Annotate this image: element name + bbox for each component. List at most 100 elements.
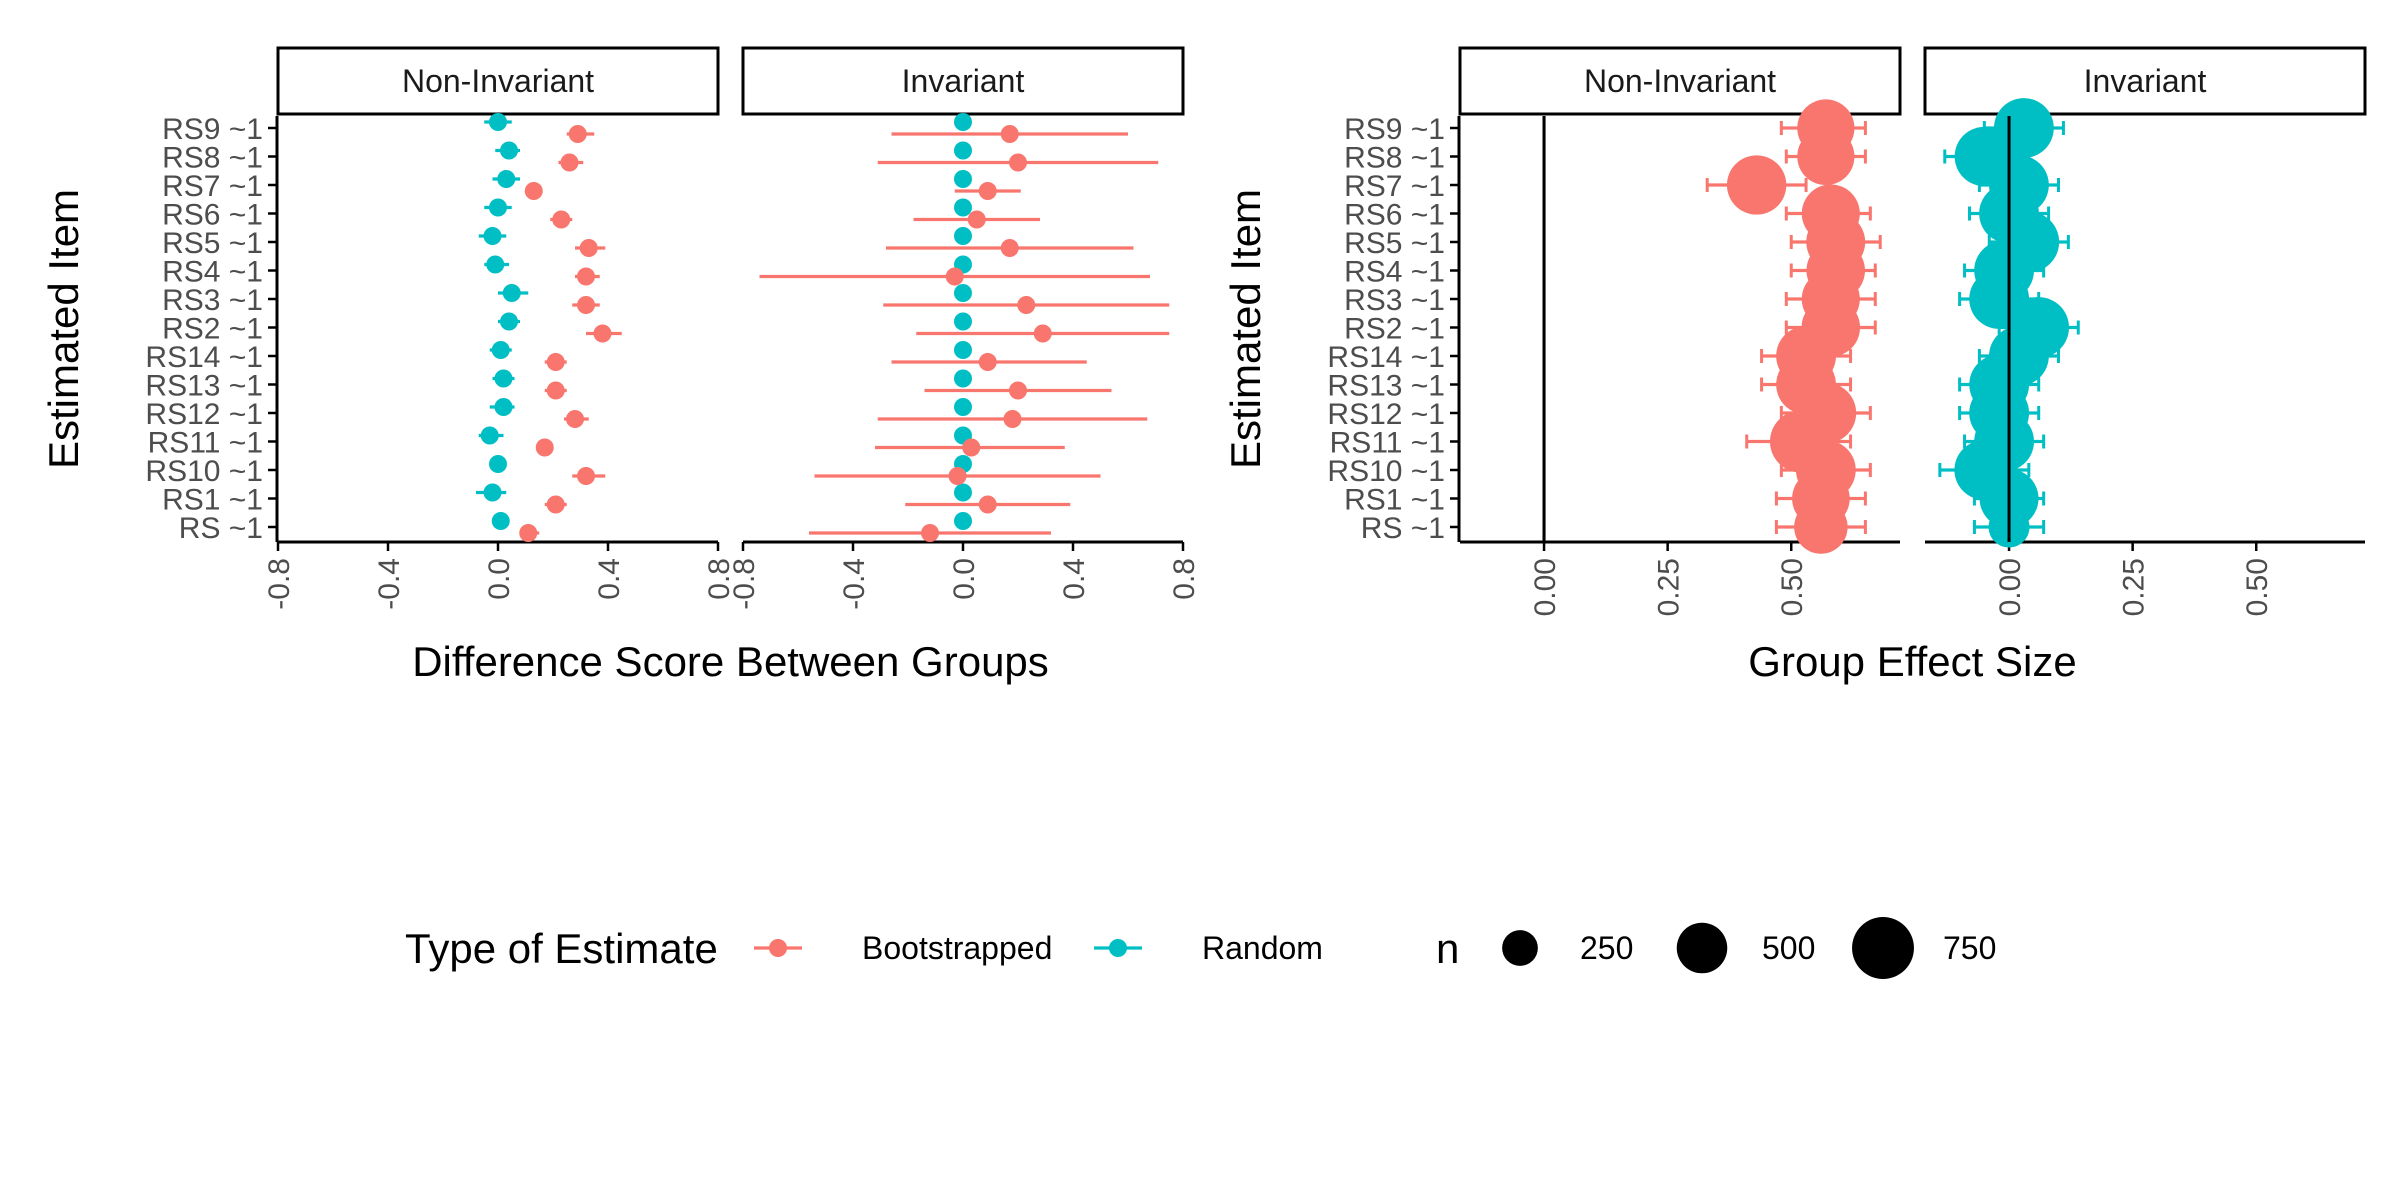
data-point (1017, 296, 1036, 314)
facet-strip (1923, 46, 2367, 116)
data-point (593, 324, 612, 343)
data-point (486, 255, 505, 274)
data-point (579, 239, 598, 257)
x-tick-label: -0.8 (263, 558, 296, 610)
y-axis-title: Estimated Item (40, 189, 87, 469)
y-tick-label: RS3 ~1 (162, 284, 263, 317)
x-tick-label: 0.0 (483, 558, 516, 600)
data-point (1794, 500, 1848, 554)
y-tick-label: RS6 ~1 (1344, 199, 1445, 232)
data-point (560, 153, 579, 172)
data-point (1009, 381, 1027, 400)
y-tick-label: RS8 ~1 (162, 142, 263, 175)
y-tick-label: RS4 ~1 (162, 256, 263, 289)
y-tick-label: RS3 ~1 (1344, 284, 1445, 317)
data-point (962, 438, 981, 457)
x-tick-label: 0.25 (2118, 558, 2151, 616)
data-point (535, 438, 554, 457)
data-point (491, 512, 510, 530)
data-point (480, 426, 499, 445)
x-axis-title: Group Effect Size (1748, 638, 2076, 685)
x-tick-label: 0.0 (948, 558, 981, 600)
data-point (1000, 125, 1019, 143)
data-point (1797, 127, 1855, 186)
data-point (497, 170, 516, 188)
data-point (954, 369, 972, 388)
data-point (1003, 410, 1022, 428)
legend-size-key (1676, 922, 1728, 974)
x-tick-label: -0.4 (373, 558, 406, 610)
y-tick-label: RS9 ~1 (1344, 113, 1445, 146)
data-point (945, 267, 964, 286)
x-tick-label: 0.8 (703, 558, 736, 600)
y-tick-label: RS14 ~1 (1327, 341, 1445, 374)
y-tick-label: RS13 ~1 (145, 370, 263, 403)
legend-label: 250 (1580, 930, 1633, 966)
data-point (491, 341, 510, 359)
data-point (1033, 324, 1052, 343)
data-point (489, 198, 507, 217)
legend-key-point (1109, 939, 1127, 957)
data-point (978, 182, 997, 200)
data-point (546, 381, 565, 400)
data-point (921, 524, 939, 542)
data-point (500, 141, 518, 160)
legend-size-key (1852, 917, 1914, 979)
y-tick-label: RS8 ~1 (1344, 142, 1445, 175)
legend-label: Bootstrapped (862, 930, 1052, 966)
data-point (577, 296, 595, 314)
data-point (954, 312, 972, 331)
data-point (494, 398, 513, 416)
y-tick-label: RS2 ~1 (162, 313, 263, 346)
facet-strip (741, 46, 1185, 116)
legend-title: Type of Estimate (405, 925, 718, 972)
x-tick-label: 0.4 (593, 558, 626, 600)
data-point (500, 312, 518, 331)
data-point (1009, 153, 1027, 172)
x-tick-label: 0.00 (1529, 558, 1562, 616)
data-point (489, 455, 507, 473)
x-tick-label: -0.8 (728, 558, 761, 610)
y-axis-title: Estimated Item (1222, 189, 1269, 469)
data-point (954, 341, 972, 359)
y-tick-label: RS12 ~1 (145, 398, 263, 431)
legend-title: n (1436, 925, 1459, 972)
data-point (954, 113, 972, 131)
y-tick-label: RS14 ~1 (145, 341, 263, 374)
y-tick-label: RS1 ~1 (1344, 484, 1445, 517)
data-point (483, 483, 502, 502)
data-point (489, 113, 507, 131)
data-point (494, 369, 513, 388)
legend-label: Random (1202, 930, 1323, 966)
y-tick-label: RS6 ~1 (162, 199, 263, 232)
data-point (954, 284, 972, 302)
data-point (954, 483, 972, 502)
y-tick-label: RS7 ~1 (162, 170, 263, 203)
y-tick-label: RS1 ~1 (162, 484, 263, 517)
facet-strip-label: Invariant (902, 63, 1025, 99)
x-tick-label: 0.4 (1058, 558, 1091, 600)
y-tick-label: RS7 ~1 (1344, 170, 1445, 203)
data-point (954, 512, 972, 530)
data-point (1726, 155, 1787, 215)
y-tick-label: RS2 ~1 (1344, 313, 1445, 346)
data-point (546, 495, 565, 514)
data-point (519, 524, 538, 542)
data-point (954, 198, 972, 217)
data-point (1000, 239, 1019, 257)
legend-size-key (1502, 930, 1538, 966)
y-tick-label: RS12 ~1 (1327, 398, 1445, 431)
facet-strip-label: Non-Invariant (1584, 63, 1776, 99)
facet-strip-label: Non-Invariant (402, 63, 594, 99)
y-tick-label: RS10 ~1 (1327, 455, 1445, 488)
data-point (978, 353, 997, 371)
legend-key-point (769, 939, 787, 957)
y-tick-label: RS ~1 (179, 512, 263, 545)
y-tick-label: RS5 ~1 (1344, 227, 1445, 260)
data-point (552, 210, 571, 229)
facet-strip (276, 46, 720, 116)
x-tick-label: -0.4 (838, 558, 871, 610)
x-tick-label: 0.8 (1168, 558, 1201, 600)
data-point (502, 284, 521, 302)
